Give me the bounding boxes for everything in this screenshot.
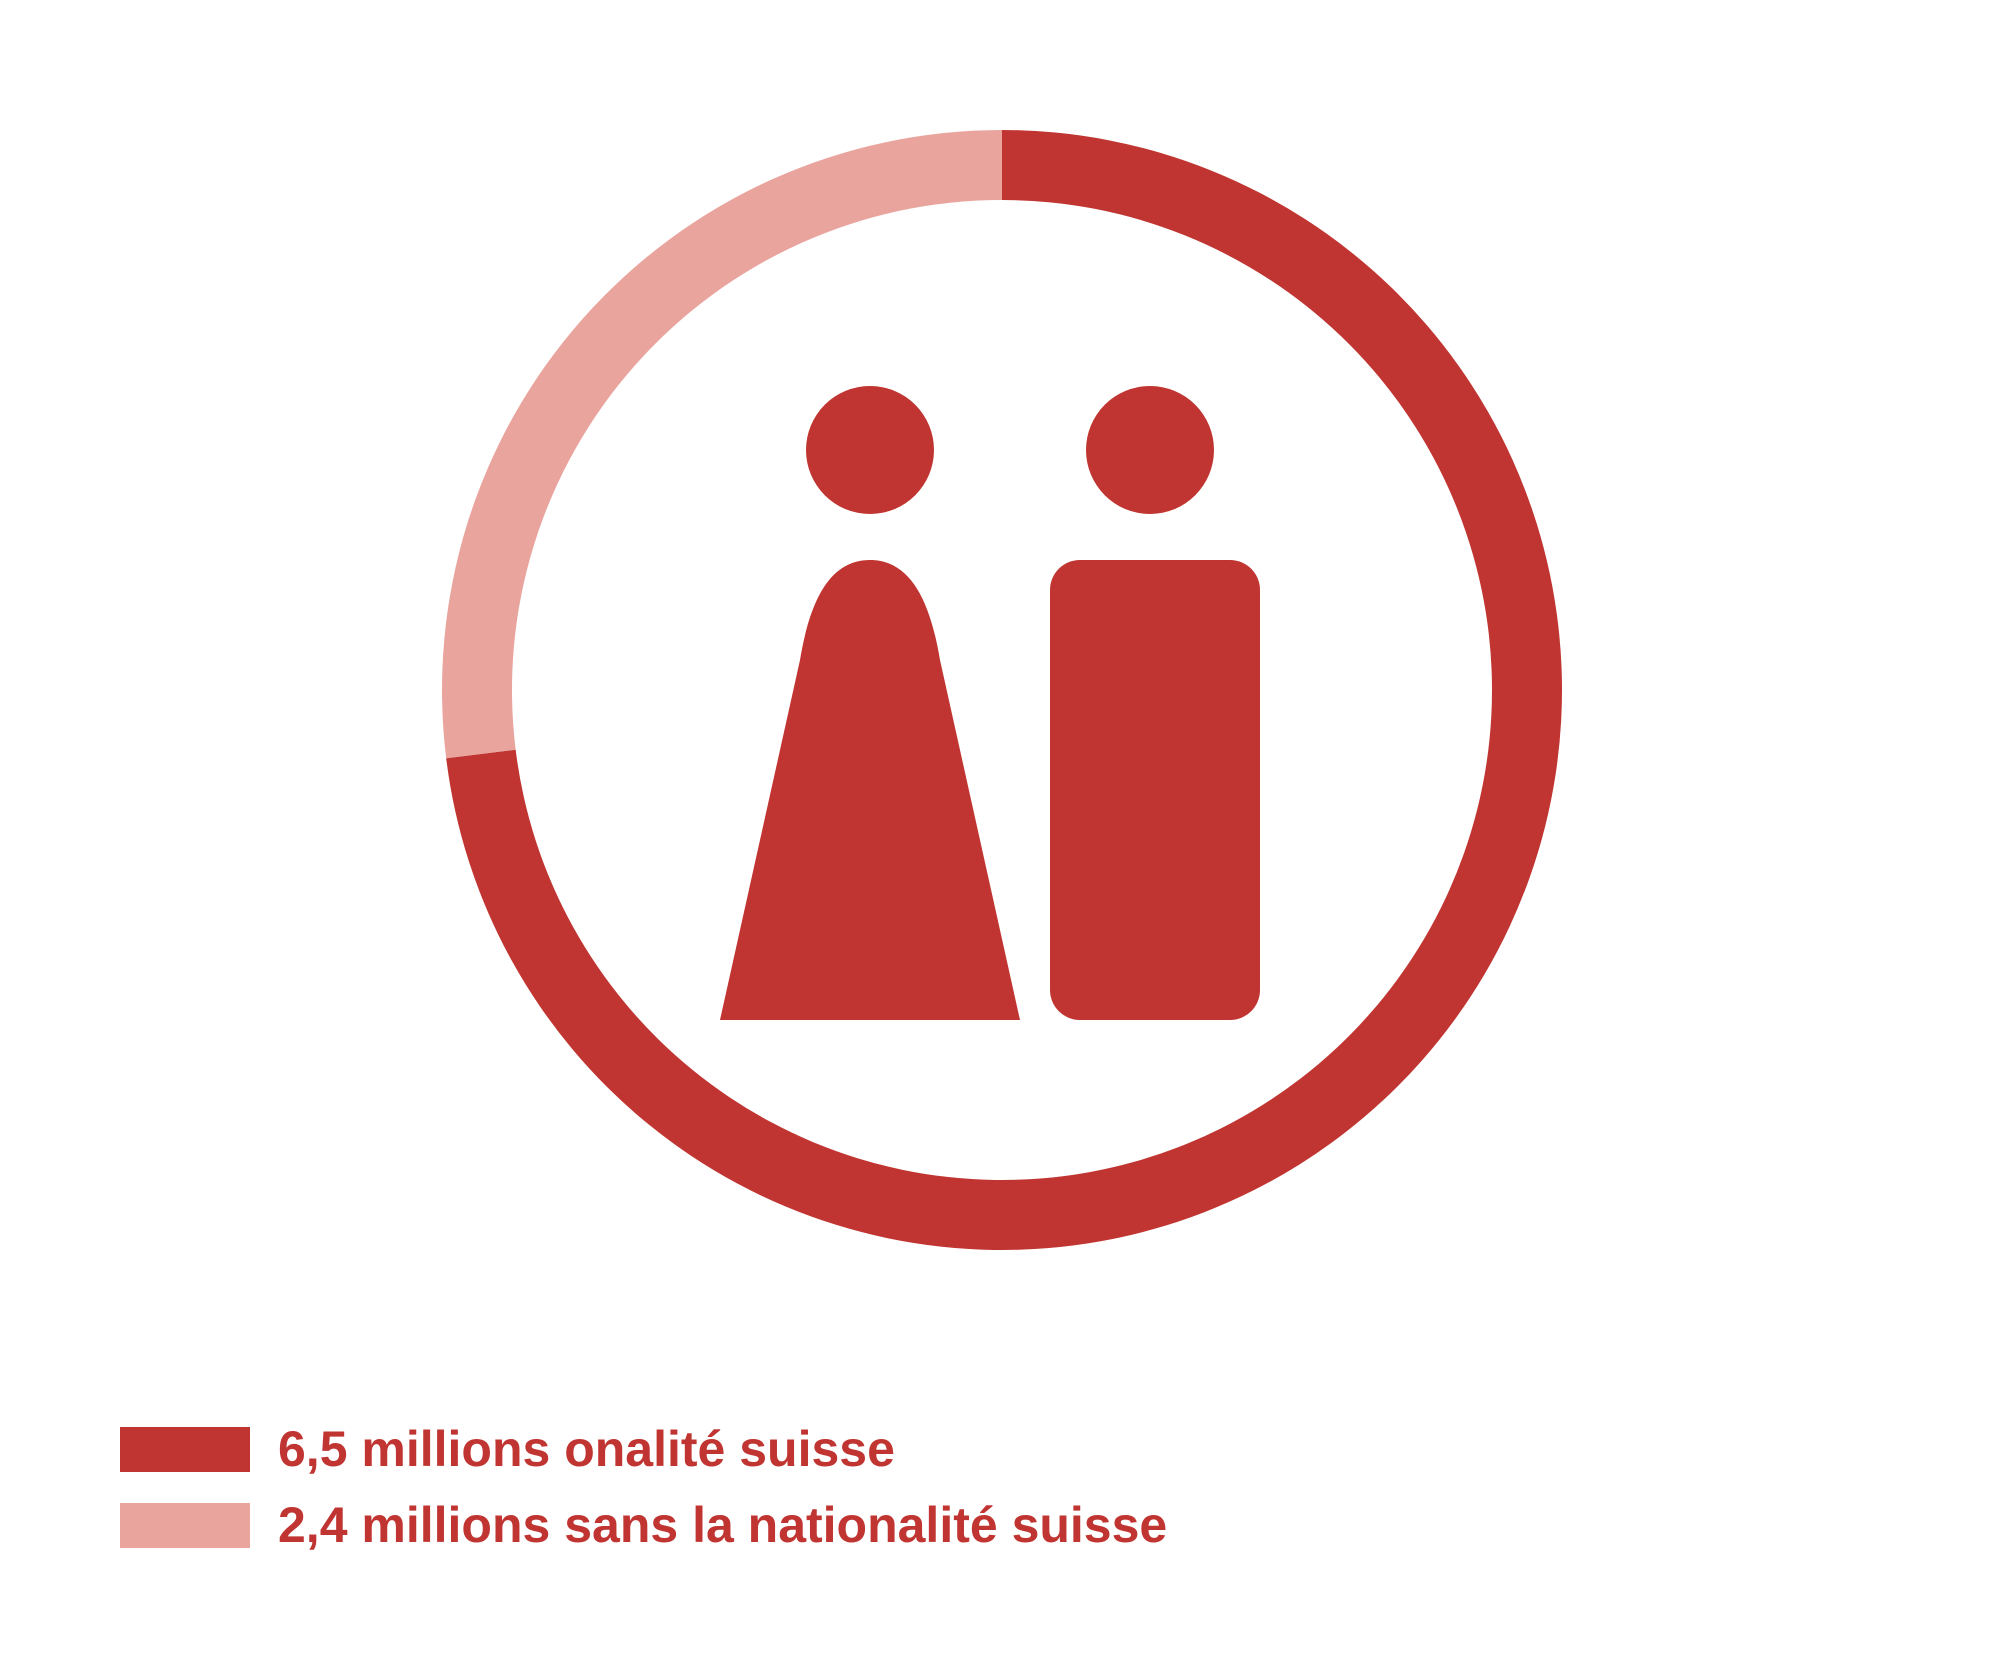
- donut-svg: [440, 128, 1564, 1252]
- legend: 6,5 millions onalité suisse 2,4 millions…: [120, 1420, 1167, 1554]
- female-head-icon: [806, 386, 934, 514]
- infographic-canvas: 6,5 millions onalité suisse 2,4 millions…: [0, 0, 2004, 1656]
- male-body-icon: [1050, 560, 1260, 1020]
- legend-label-swiss: 6,5 millions onalité suisse: [278, 1420, 895, 1478]
- legend-item-swiss: 6,5 millions onalité suisse: [120, 1420, 1167, 1478]
- female-body-icon: [720, 560, 1020, 1020]
- male-head-icon: [1086, 386, 1214, 514]
- people-icon: [720, 386, 1260, 1020]
- donut-chart: [440, 128, 1564, 1257]
- legend-label-non-swiss: 2,4 millions sans la nationalité suisse: [278, 1496, 1167, 1554]
- legend-swatch-non-swiss: [120, 1503, 250, 1548]
- legend-item-non-swiss: 2,4 millions sans la nationalité suisse: [120, 1496, 1167, 1554]
- legend-swatch-swiss: [120, 1427, 250, 1472]
